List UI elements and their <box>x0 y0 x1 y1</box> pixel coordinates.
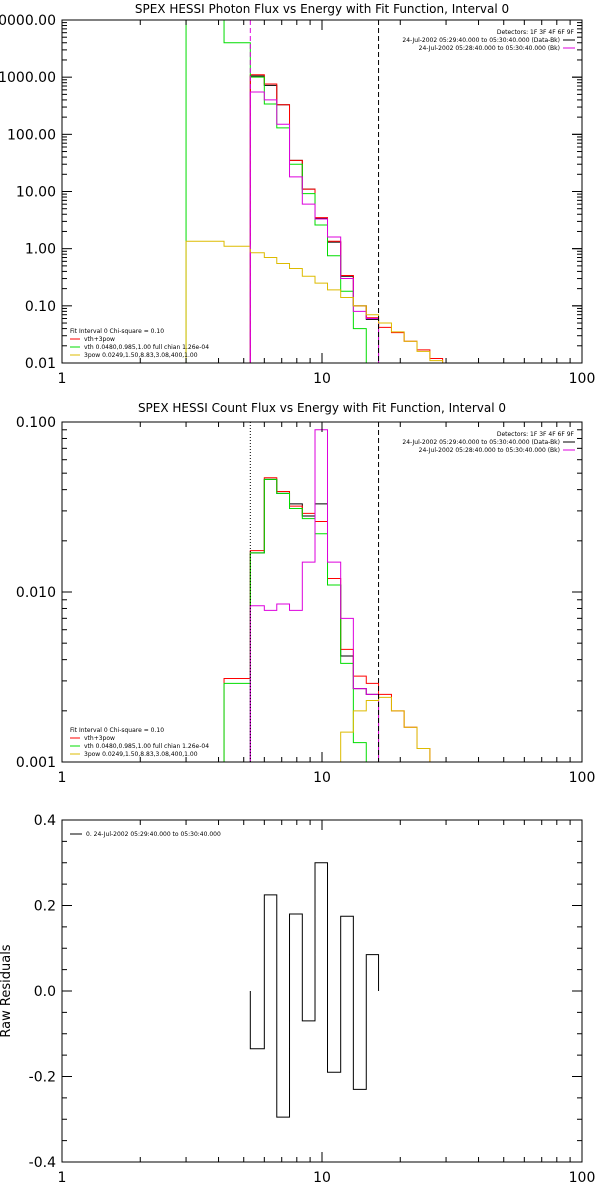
y-tick-label: 0.001 <box>16 755 56 771</box>
legend-item: vth 0.0480,0.985,1.00 full chian 1.26e-0… <box>84 743 209 750</box>
legend-item: vth 0.0480,0.985,1.00 full chian 1.26e-0… <box>84 344 209 351</box>
y-axis: 0.100 0.010 0.001 <box>16 415 582 771</box>
y-tick-label: -0.4 <box>29 1155 56 1171</box>
series-data <box>249 478 380 762</box>
y-axis: 0.4 0.2 0.0 -0.2 -0.4 <box>29 813 582 1171</box>
series-data <box>249 75 380 363</box>
chart-panel-3: 1 10 100 0.4 0.2 0.0 -0.2 -0.4 Raw Residuals 0. 2… <box>0 813 595 1186</box>
legend-item: 3pow 0.0249,1.50,8.83,3.08,400,1.00 <box>84 352 198 359</box>
chart-panel-2: SPEX HESSI Count Flux vs Energy with Fit… <box>16 401 596 786</box>
legend-item: vth+3pow <box>84 735 115 742</box>
y-tick-label: -0.2 <box>29 1070 56 1086</box>
chart-title: SPEX HESSI Photon Flux vs Energy with Fi… <box>135 2 509 16</box>
series-vth <box>185 20 367 363</box>
detectors-text: Detectors: 1F 3F 4F 6F 9F <box>497 29 575 36</box>
plot-area <box>249 862 380 1118</box>
legend-header: Fit Interval 0 Chi-square = 0.10 <box>70 328 164 335</box>
axes-frame <box>61 19 583 364</box>
chart-title: SPEX HESSI Count Flux vs Energy with Fit… <box>138 401 506 415</box>
x-axis: 1 10 100 <box>58 422 596 786</box>
x-axis: 1 10 100 <box>58 820 596 1186</box>
x-tick-label: 1 <box>58 770 67 786</box>
time-range-data-bk: 24-Jul-2002 05:29:40.000 to 05:30:40.000… <box>402 439 560 446</box>
x-tick-label: 10 <box>313 770 331 786</box>
series-vth <box>223 478 367 762</box>
series-bpow <box>185 240 444 363</box>
y-axis-label: Raw Residuals <box>0 944 14 1037</box>
chart-panel-1: SPEX HESSI Photon Flux vs Energy with Fi… <box>0 2 595 387</box>
time-range-bk: 24-Jul-2002 05:28:40.000 to 05:30:40.000… <box>419 45 560 52</box>
y-tick-label: 100.00 <box>7 127 56 143</box>
y-tick-label: 1.00 <box>25 242 56 258</box>
legend: Fit Interval 0 Chi-square = 0.10vth+3pow… <box>70 328 209 359</box>
plot-area <box>223 429 444 762</box>
x-tick-label: 100 <box>569 770 596 786</box>
x-tick-label: 1 <box>58 1170 67 1186</box>
axes-frame <box>61 421 583 763</box>
series-bpow <box>340 696 444 762</box>
series-total <box>223 477 444 762</box>
legend-item: 0. 24-Jul-2002 05:29:40.000 to 05:30:40.… <box>86 831 221 838</box>
series-bk <box>249 429 380 762</box>
legend-item: vth+3pow <box>84 336 115 343</box>
x-tick-label: 100 <box>569 1170 596 1186</box>
y-tick-label: 0.4 <box>34 813 56 829</box>
x-tick-label: 10 <box>313 1170 331 1186</box>
series-bk <box>249 91 380 363</box>
series-total <box>249 74 444 363</box>
time-range-bk: 24-Jul-2002 05:28:40.000 to 05:30:40.000… <box>419 447 560 454</box>
y-tick-label: 0.10 <box>25 299 56 315</box>
x-tick-label: 1 <box>58 371 67 387</box>
residual-bars <box>249 862 380 1118</box>
legend-item: 3pow 0.0249,1.50,8.83,3.08,400,1.00 <box>84 751 198 758</box>
x-axis: 1 10 100 <box>58 20 596 387</box>
y-tick-label: 0.01 <box>25 356 56 372</box>
y-tick-label: 0.0 <box>34 984 56 1000</box>
x-tick-label: 10 <box>313 371 331 387</box>
y-tick-label: 0.100 <box>16 415 56 431</box>
legend: Fit Interval 0 Chi-square = 0.10vth+3pow… <box>70 727 209 758</box>
y-axis: 0000.00 1000.00 100.00 10.00 1.00 0.10 0.01 <box>0 13 582 372</box>
time-range-data-bk: 24-Jul-2002 05:29:40.000 to 05:30:40.000… <box>402 37 560 44</box>
x-tick-label: 100 <box>569 371 596 387</box>
legend-header: Fit Interval 0 Chi-square = 0.10 <box>70 727 164 734</box>
detectors-text: Detectors: 1F 3F 4F 6F 9F <box>497 431 575 438</box>
y-tick-label: 0.2 <box>34 899 56 915</box>
y-tick-label: 10.00 <box>16 185 56 201</box>
legend: 0. 24-Jul-2002 05:29:40.000 to 05:30:40.… <box>70 831 221 838</box>
y-tick-label: 0000.00 <box>0 13 56 29</box>
axes-frame <box>61 819 583 1163</box>
y-tick-label: 1000.00 <box>0 70 56 86</box>
plot-area <box>185 20 444 363</box>
y-tick-label: 0.010 <box>16 585 56 601</box>
